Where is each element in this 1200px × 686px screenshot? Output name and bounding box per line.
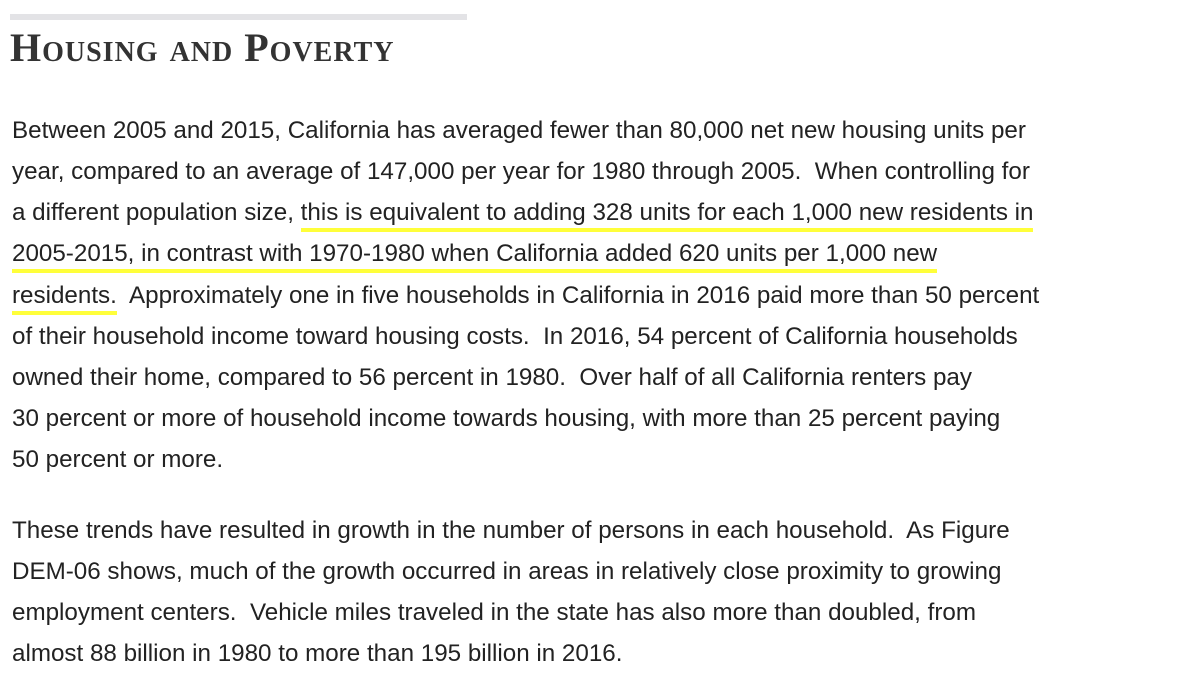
highlighted-text: this is equivalent to adding 328 units f… bbox=[301, 199, 1034, 232]
text: of their household income toward housing… bbox=[12, 323, 1018, 350]
text-line: employment centers. Vehicle miles travel… bbox=[12, 592, 976, 633]
text: 30 percent or more of household income t… bbox=[12, 405, 1001, 432]
text-line: residents. Approximately one in five hou… bbox=[12, 275, 1039, 316]
text-line: owned their home, compared to 56 percent… bbox=[12, 357, 972, 398]
text: owned their home, compared to 56 percent… bbox=[12, 364, 972, 391]
section-title: Housing and Poverty bbox=[10, 25, 395, 70]
text-line: year, compared to an average of 147,000 … bbox=[12, 151, 1030, 192]
text: a different population size, bbox=[12, 199, 301, 226]
text-line: 30 percent or more of household income t… bbox=[12, 398, 1000, 439]
text: Between 2005 and 2015, California has av… bbox=[12, 117, 1026, 144]
text-line: almost 88 billion in 1980 to more than 1… bbox=[12, 633, 622, 674]
text-line: a different population size, this is equ… bbox=[12, 192, 1033, 233]
text: 50 percent or more. bbox=[12, 446, 224, 473]
text: These trends have resulted in growth in … bbox=[12, 517, 1010, 544]
text: almost 88 billion in 1980 to more than 1… bbox=[12, 640, 623, 667]
text-line: DEM-06 shows, much of the growth occurre… bbox=[12, 551, 1001, 592]
text: DEM-06 shows, much of the growth occurre… bbox=[12, 558, 1002, 585]
text: Approximately one in five households in … bbox=[116, 282, 1040, 309]
text-line: 50 percent or more. bbox=[12, 439, 223, 480]
highlighted-text: 2005-2015, in contrast with 1970-1980 wh… bbox=[12, 240, 937, 273]
text-line: Between 2005 and 2015, California has av… bbox=[12, 110, 1026, 151]
text-line: These trends have resulted in growth in … bbox=[12, 510, 1010, 551]
text-line: of their household income toward housing… bbox=[12, 316, 1018, 357]
text: employment centers. Vehicle miles travel… bbox=[12, 599, 976, 626]
top-rule bbox=[10, 14, 467, 20]
text-line: 2005-2015, in contrast with 1970-1980 wh… bbox=[12, 233, 937, 274]
text: year, compared to an average of 147,000 … bbox=[12, 158, 1030, 185]
highlighted-text: residents. bbox=[12, 282, 117, 315]
